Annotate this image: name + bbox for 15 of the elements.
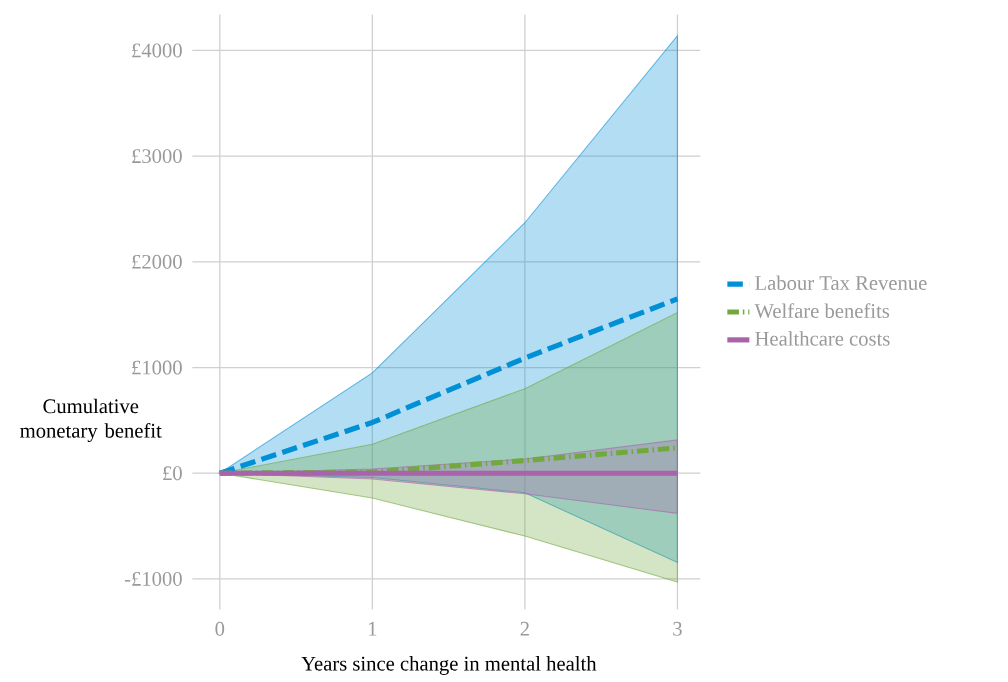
x-tick-label: 3 — [673, 621, 682, 636]
y-tick-label: £2000 — [132, 254, 182, 269]
x-tick-label: 2 — [520, 621, 529, 636]
legend-label: Welfare benefits — [754, 303, 890, 319]
y-tick-label: £4000 — [132, 43, 182, 58]
y-tick-label: £1000 — [132, 360, 182, 375]
legend-label: Labour Tax Revenue — [755, 275, 927, 291]
y-tick-label: -£1000 — [124, 572, 182, 586]
x-tick-label: 0 — [215, 621, 225, 636]
legend-label: Healthcare costs — [755, 331, 890, 346]
x-tick-label: 1 — [369, 621, 377, 636]
y-axis-title: Cumulative monetary benefit — [20, 398, 162, 443]
y-tick-label: £0 — [163, 466, 182, 481]
y-tick-label: £3000 — [132, 149, 182, 164]
x-axis-title: Years since change in mental health — [301, 656, 597, 675]
